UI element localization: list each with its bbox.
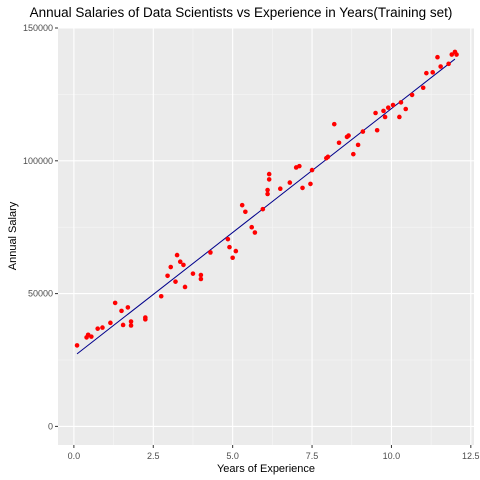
data-point xyxy=(346,133,351,138)
data-point xyxy=(143,315,148,320)
data-point xyxy=(446,61,451,67)
data-point xyxy=(198,272,204,278)
data-point xyxy=(331,121,337,127)
data-point xyxy=(125,305,131,310)
data-point xyxy=(108,320,113,326)
data-point xyxy=(420,85,426,91)
data-point xyxy=(181,262,186,268)
plot-panel xyxy=(58,28,474,445)
data-point xyxy=(403,106,409,112)
data-point xyxy=(95,326,100,331)
x-axis-title: Years of Experience xyxy=(217,463,315,475)
data-point xyxy=(112,300,118,306)
data-point xyxy=(266,177,272,182)
data-point xyxy=(230,255,235,261)
x-tick-label: 0.0 xyxy=(68,451,81,461)
data-point xyxy=(398,100,404,105)
data-point xyxy=(336,140,342,146)
x-tick-label: 5.0 xyxy=(226,451,239,461)
x-tick-label: 12.5 xyxy=(462,451,480,461)
y-tick-label: 0 xyxy=(48,421,53,431)
x-axis-ticks: 0.0 2.5 5.0 7.5 10.0 12.5 xyxy=(68,445,480,461)
data-point xyxy=(454,52,459,57)
data-point xyxy=(266,171,272,177)
data-point xyxy=(382,114,388,120)
minor-gridlines xyxy=(58,28,474,445)
data-point xyxy=(438,64,443,69)
data-point xyxy=(173,279,178,284)
data-point xyxy=(165,273,170,279)
data-point xyxy=(190,271,196,276)
data-point xyxy=(243,209,248,215)
y-axis-ticks: 0 50000 100000 150000 xyxy=(23,23,58,431)
data-point xyxy=(385,105,391,110)
data-point xyxy=(100,325,105,330)
data-point xyxy=(198,276,204,282)
y-tick-label: 150000 xyxy=(23,23,53,33)
data-point xyxy=(325,154,331,160)
data-point xyxy=(435,54,440,60)
data-point xyxy=(409,92,415,98)
y-tick-label: 50000 xyxy=(28,289,53,299)
data-point xyxy=(374,127,380,133)
x-tick-label: 10.0 xyxy=(383,451,401,461)
data-point xyxy=(182,284,188,290)
data-point xyxy=(249,224,255,230)
x-tick-label: 2.5 xyxy=(147,451,160,461)
data-point xyxy=(119,308,124,314)
data-point xyxy=(390,102,396,108)
regression-line xyxy=(76,58,456,355)
data-point xyxy=(260,206,266,212)
data-point xyxy=(355,142,361,148)
y-axis-title: Annual Salary xyxy=(7,201,19,270)
data-point xyxy=(373,110,378,116)
data-point xyxy=(265,191,270,197)
data-point xyxy=(120,322,126,328)
data-point xyxy=(300,185,305,191)
data-point xyxy=(227,244,232,250)
data-point xyxy=(168,264,174,270)
data-point xyxy=(449,52,455,57)
data-point xyxy=(309,167,315,173)
data-point xyxy=(277,186,283,191)
data-point xyxy=(158,293,164,299)
data-point xyxy=(174,252,180,258)
chart-title: Annual Salaries of Data Scientists vs Ex… xyxy=(30,5,453,20)
y-tick-label: 100000 xyxy=(23,156,53,166)
data-point xyxy=(308,181,313,187)
data-point xyxy=(297,163,302,169)
data-point xyxy=(233,248,239,254)
data-point xyxy=(74,343,80,348)
data-point xyxy=(128,323,134,328)
data-point xyxy=(252,230,258,235)
data-point xyxy=(225,236,231,242)
data-point xyxy=(239,202,245,208)
data-point xyxy=(360,129,366,134)
data-point xyxy=(208,250,213,255)
data-point xyxy=(177,259,183,265)
data-point xyxy=(430,70,436,75)
x-tick-label: 7.5 xyxy=(306,451,319,461)
data-point xyxy=(397,114,402,120)
data-point xyxy=(128,319,134,324)
data-point xyxy=(351,151,356,157)
data-points xyxy=(74,49,459,348)
data-point xyxy=(424,70,429,76)
data-point xyxy=(265,187,270,193)
data-point xyxy=(381,108,386,114)
major-gridlines xyxy=(58,27,474,445)
data-point xyxy=(89,334,94,339)
data-point xyxy=(287,180,293,185)
